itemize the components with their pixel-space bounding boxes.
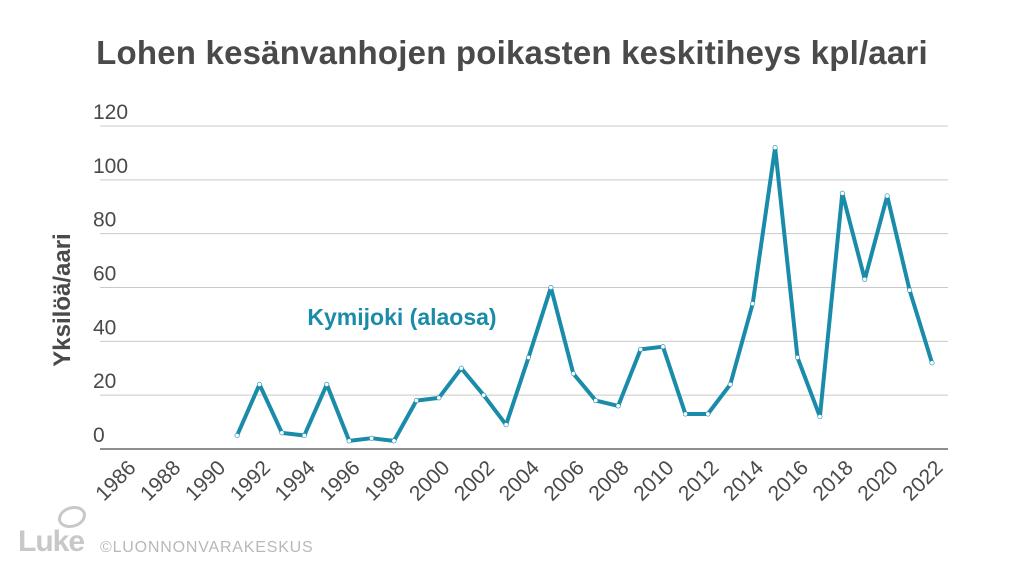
series-label: Kymijoki (alaosa) [307, 304, 496, 330]
data-point [391, 438, 397, 444]
x-tick-label: 2004 [495, 456, 545, 506]
data-point [615, 403, 621, 409]
series-lines [235, 145, 934, 443]
data-point [234, 433, 240, 439]
data-point [750, 301, 756, 307]
data-point [279, 430, 285, 436]
data-point [525, 354, 531, 360]
data-point [256, 381, 262, 387]
data-point [413, 398, 419, 404]
x-tick-label: 1988 [136, 456, 185, 505]
y-tick-label: 120 [93, 101, 128, 124]
x-tick-label: 1990 [181, 456, 230, 505]
data-point [660, 344, 666, 350]
y-tick-label: 0 [93, 424, 105, 447]
x-tick-label: 2020 [853, 456, 902, 505]
data-point [346, 438, 352, 444]
series-line [235, 145, 934, 443]
x-tick-label: 2008 [584, 456, 633, 505]
data-point [817, 414, 823, 420]
x-tick-label: 2018 [809, 456, 858, 505]
data-point [727, 381, 733, 387]
data-point [682, 411, 688, 417]
x-tick-label: 1994 [271, 456, 321, 506]
x-tick-labels: 1986198819901992199419961998200020022004… [91, 456, 947, 506]
data-point [369, 435, 375, 441]
data-point [570, 371, 576, 377]
data-point [324, 381, 330, 387]
data-point [503, 422, 509, 428]
data-point [638, 346, 644, 352]
x-tick-label: 2012 [674, 456, 723, 505]
data-point [929, 360, 935, 366]
x-tick-label: 2006 [540, 456, 589, 505]
luke-logo: Luke [18, 525, 85, 558]
chart-title: Lohen kesänvanhojen poikasten keskitihey… [96, 34, 928, 71]
data-point [862, 276, 868, 282]
x-tick-label: 2000 [405, 456, 454, 505]
y-tick-labels: 0 20 40 60 80 100 120 [93, 101, 128, 447]
y-tick-label: 60 [93, 263, 116, 286]
x-tick-label: 1996 [315, 456, 364, 505]
y-tick-label: 100 [93, 155, 128, 178]
data-point [458, 365, 464, 371]
x-tick-label: 1986 [91, 456, 140, 505]
data-point [839, 190, 845, 196]
x-tick-label: 1998 [360, 456, 409, 505]
y-tick-label: 80 [93, 209, 116, 232]
data-point [593, 398, 599, 404]
data-points [234, 145, 935, 444]
x-tick-label: 1992 [226, 456, 275, 505]
y-tick-label: 20 [93, 370, 116, 393]
y-axis-label: Yksilöä/aari [49, 233, 76, 366]
data-point [794, 354, 800, 360]
data-point [705, 411, 711, 417]
data-point [481, 392, 487, 398]
data-point [436, 395, 442, 401]
x-tick-label: 2016 [764, 456, 813, 505]
x-tick-label: 2002 [450, 456, 499, 505]
leaf-logo-icon [58, 506, 86, 528]
data-point [772, 145, 778, 151]
data-point [301, 433, 307, 439]
x-tick-label: 2022 [898, 456, 947, 505]
copyright-text: ©LUONNONVARAKESKUS [100, 539, 314, 556]
x-tick-label: 2010 [629, 456, 678, 505]
gridlines [100, 125, 948, 450]
data-point [548, 284, 554, 290]
data-point [907, 287, 913, 293]
y-tick-label: 40 [93, 316, 116, 339]
data-point [884, 193, 890, 199]
x-tick-label: 2014 [719, 456, 769, 506]
